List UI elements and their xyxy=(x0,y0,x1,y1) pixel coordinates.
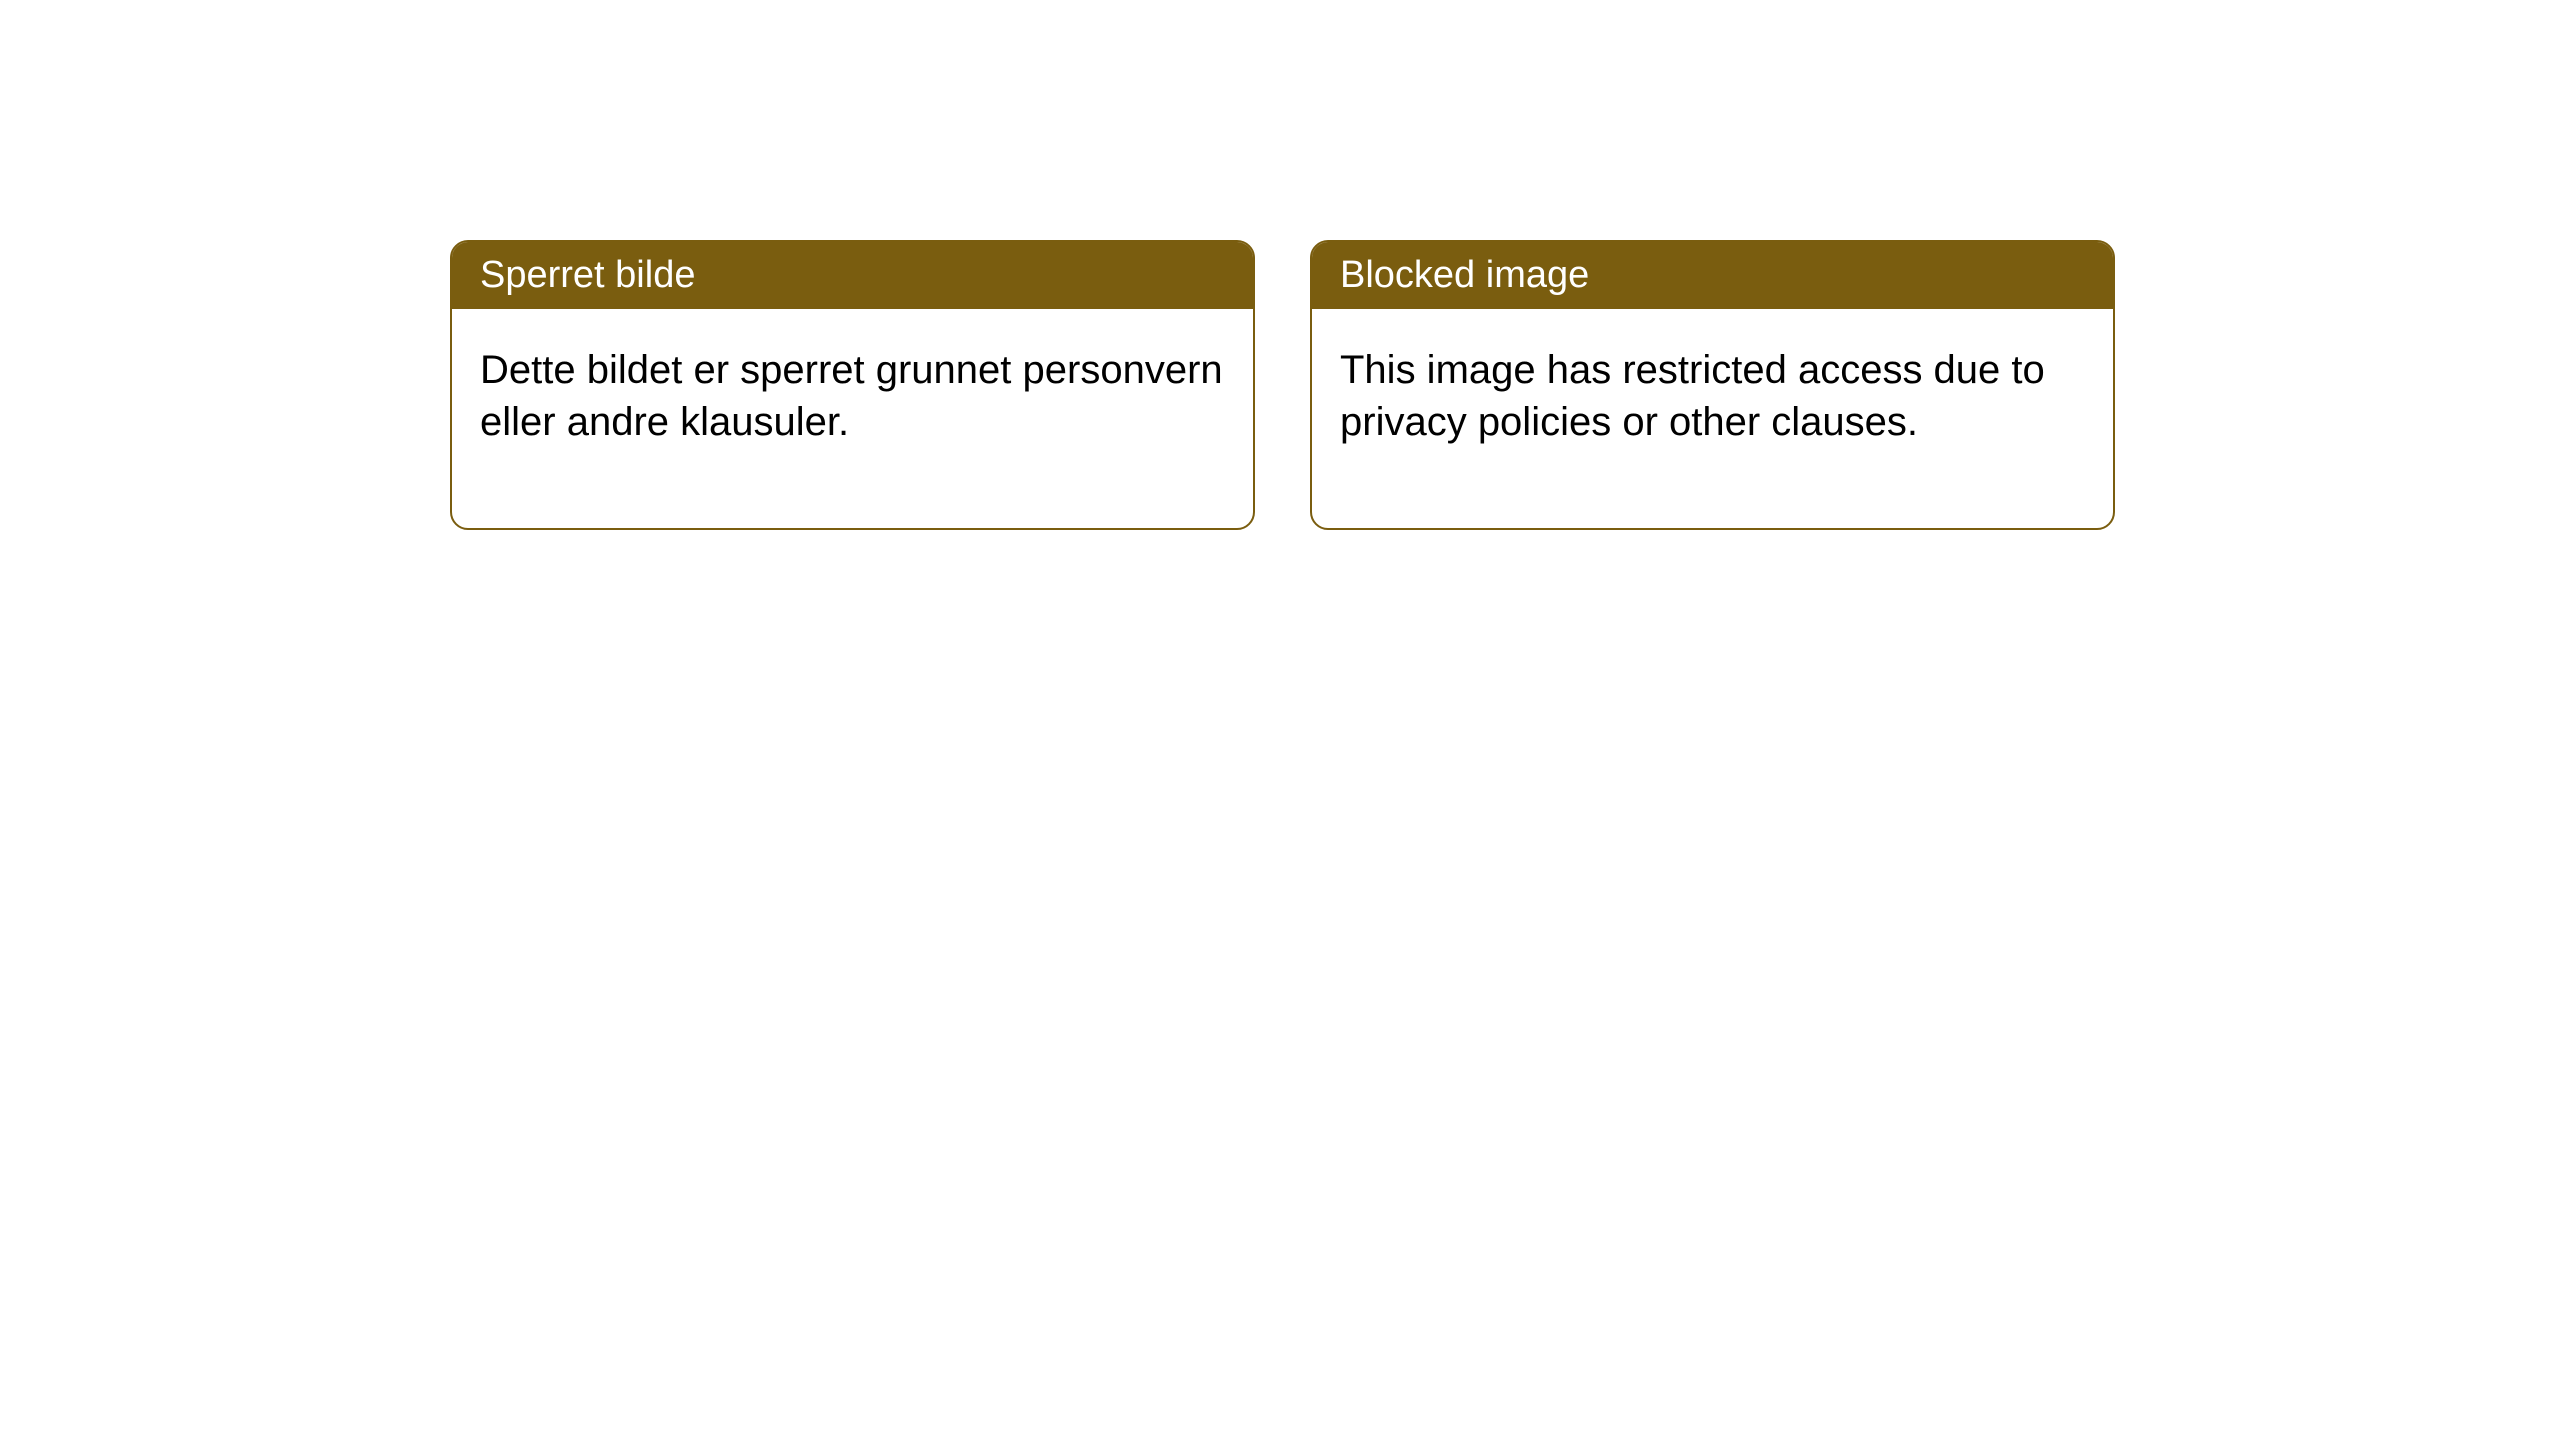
notice-title: Blocked image xyxy=(1340,254,1589,296)
notice-card-english: Blocked image This image has restricted … xyxy=(1310,240,2115,530)
notice-card-header: Blocked image xyxy=(1312,242,2113,309)
notice-card-header: Sperret bilde xyxy=(452,242,1253,309)
notice-card-norwegian: Sperret bilde Dette bildet er sperret gr… xyxy=(450,240,1255,530)
notice-cards-container: Sperret bilde Dette bildet er sperret gr… xyxy=(450,240,2560,530)
notice-card-body: This image has restricted access due to … xyxy=(1312,309,2113,528)
notice-title: Sperret bilde xyxy=(480,254,695,296)
notice-body-text: This image has restricted access due to … xyxy=(1340,348,2045,444)
notice-card-body: Dette bildet er sperret grunnet personve… xyxy=(452,309,1253,528)
notice-body-text: Dette bildet er sperret grunnet personve… xyxy=(480,348,1223,444)
